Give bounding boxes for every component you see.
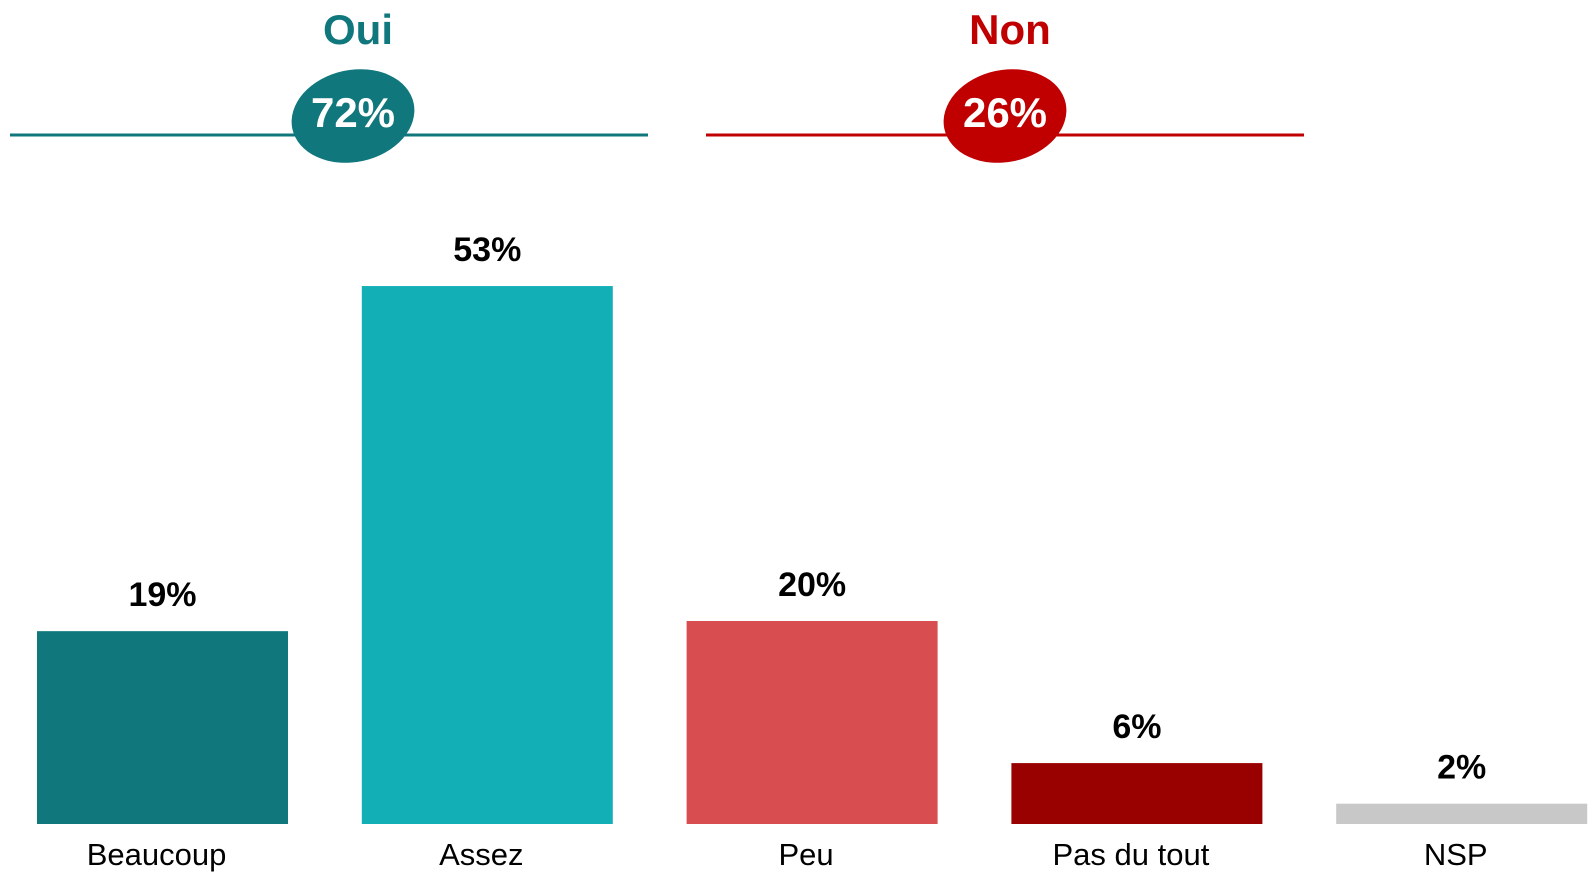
x-tick-label: Assez	[439, 837, 523, 872]
group-title: Oui	[323, 6, 393, 53]
bar	[686, 621, 938, 824]
bar	[37, 631, 288, 824]
group-badge	[943, 69, 1067, 163]
bar	[1336, 803, 1588, 824]
group-title: Non	[969, 6, 1051, 53]
x-tick-label: NSP	[1424, 837, 1488, 872]
value-label: 20%	[778, 566, 846, 604]
x-tick-label: Pas du tout	[1052, 837, 1209, 872]
group-badge	[291, 69, 415, 163]
x-tick-label: Peu	[779, 837, 834, 872]
group-value: 72%	[311, 89, 395, 136]
value-label: 2%	[1437, 749, 1486, 787]
value-label: 6%	[1112, 708, 1161, 746]
x-tick-label: Beaucoup	[87, 837, 227, 872]
bar	[1011, 763, 1263, 824]
bar	[361, 286, 613, 824]
group-value: 26%	[963, 89, 1047, 136]
value-label: 53%	[453, 231, 521, 269]
value-label: 19%	[128, 576, 196, 614]
